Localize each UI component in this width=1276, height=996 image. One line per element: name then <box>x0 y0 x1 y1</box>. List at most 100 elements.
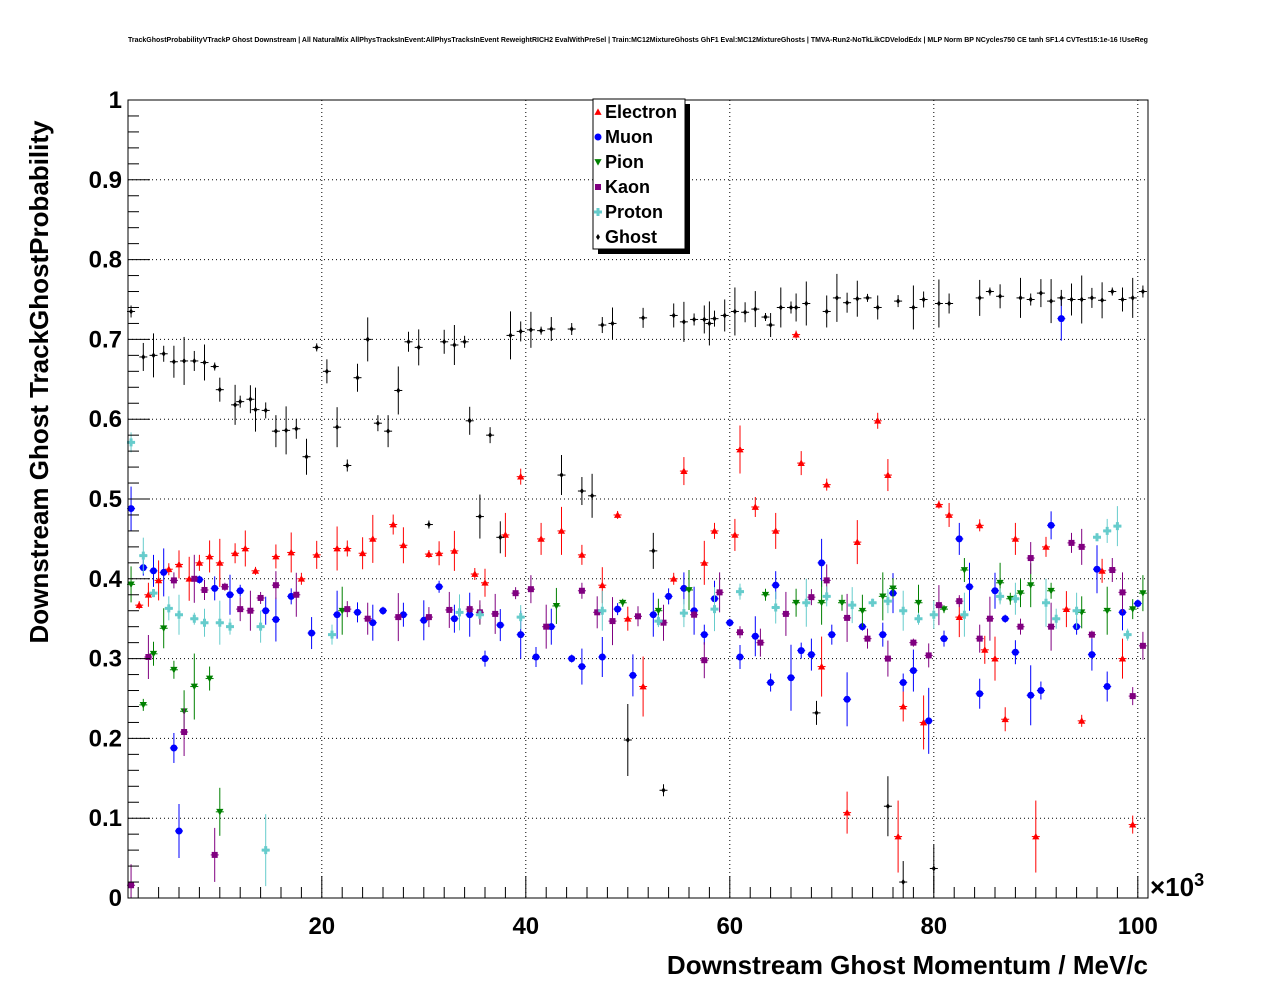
data-point <box>1016 590 1025 597</box>
data-point <box>1109 567 1116 574</box>
data-point <box>1027 691 1035 699</box>
data-point <box>1052 614 1061 623</box>
data-point <box>160 568 168 576</box>
data-point <box>294 425 299 432</box>
data-point <box>679 609 688 618</box>
data-point <box>231 549 239 557</box>
data-point <box>1037 687 1045 695</box>
data-point <box>1103 526 1112 535</box>
data-point <box>914 614 923 623</box>
data-point <box>182 357 187 364</box>
data-point <box>712 315 717 322</box>
data-point <box>164 604 173 613</box>
data-point <box>144 591 152 598</box>
data-point <box>700 559 708 566</box>
data-point <box>702 316 707 323</box>
data-point <box>753 306 758 313</box>
y-axis-label: Downstream Ghost TrackGhostProbability <box>24 120 54 644</box>
data-point <box>481 579 489 586</box>
data-point <box>771 603 780 612</box>
data-point <box>681 318 686 325</box>
data-point <box>426 521 431 528</box>
data-point <box>1038 290 1043 297</box>
data-point <box>475 610 484 619</box>
data-point <box>135 601 143 609</box>
data-point <box>206 552 214 560</box>
data-point <box>216 559 224 566</box>
data-point <box>192 357 197 364</box>
data-point <box>818 599 826 607</box>
data-point <box>814 709 819 716</box>
x-axis-label: Downstream Ghost Momentum / MeV/c <box>667 950 1148 980</box>
data-point <box>1078 717 1086 724</box>
data-point <box>598 606 607 615</box>
data-point <box>170 666 178 674</box>
series-ghost <box>127 273 1147 898</box>
data-point <box>976 521 984 529</box>
data-point <box>899 606 908 615</box>
data-point <box>1028 296 1033 303</box>
data-point <box>998 293 1003 300</box>
data-point <box>308 629 316 637</box>
data-point <box>139 551 148 560</box>
data-point <box>466 611 474 619</box>
data-point <box>389 520 397 528</box>
data-point <box>450 547 458 554</box>
data-point <box>216 808 224 816</box>
data-point <box>654 607 662 615</box>
data-point <box>1027 582 1035 589</box>
data-point <box>629 671 637 679</box>
data-point <box>578 663 586 671</box>
data-point <box>894 832 902 840</box>
data-point <box>462 338 467 345</box>
data-point <box>1134 600 1142 608</box>
data-point <box>671 312 676 319</box>
data-point <box>498 534 503 541</box>
data-point <box>899 679 907 687</box>
data-point <box>879 593 887 600</box>
data-point <box>175 610 183 619</box>
data-point <box>1139 642 1146 649</box>
data-point <box>559 472 564 479</box>
data-point <box>537 535 545 542</box>
data-point <box>238 398 243 405</box>
data-point <box>925 717 933 725</box>
data-point <box>579 488 584 495</box>
data-point <box>884 655 891 662</box>
data-point <box>858 607 866 615</box>
data-point <box>1113 522 1122 531</box>
data-point <box>253 406 258 413</box>
data-point <box>355 374 360 381</box>
data-point <box>899 702 907 710</box>
data-point <box>976 635 983 642</box>
data-point <box>237 606 244 613</box>
data-point <box>492 610 499 617</box>
data-point <box>343 544 351 552</box>
data-point <box>1140 288 1145 295</box>
data-point <box>170 744 178 752</box>
data-point <box>241 544 249 552</box>
data-point <box>661 787 666 794</box>
data-point <box>155 576 163 584</box>
data-point <box>435 549 443 557</box>
data-point <box>425 614 432 621</box>
data-point <box>386 428 391 435</box>
data-point <box>262 607 270 615</box>
data-point <box>481 655 489 663</box>
data-point <box>435 583 443 591</box>
data-point <box>1093 533 1101 542</box>
y-tick-label: 0.1 <box>89 805 122 832</box>
data-point <box>654 617 663 626</box>
grid-lines <box>128 100 1148 898</box>
data-point <box>716 589 723 596</box>
data-point <box>160 625 168 632</box>
data-point <box>1119 589 1126 596</box>
data-point <box>844 614 851 621</box>
data-point <box>598 653 606 661</box>
plot-data <box>127 273 1147 898</box>
data-point <box>966 583 973 591</box>
data-point <box>700 631 708 639</box>
data-point <box>145 654 152 661</box>
data-point <box>547 623 555 631</box>
